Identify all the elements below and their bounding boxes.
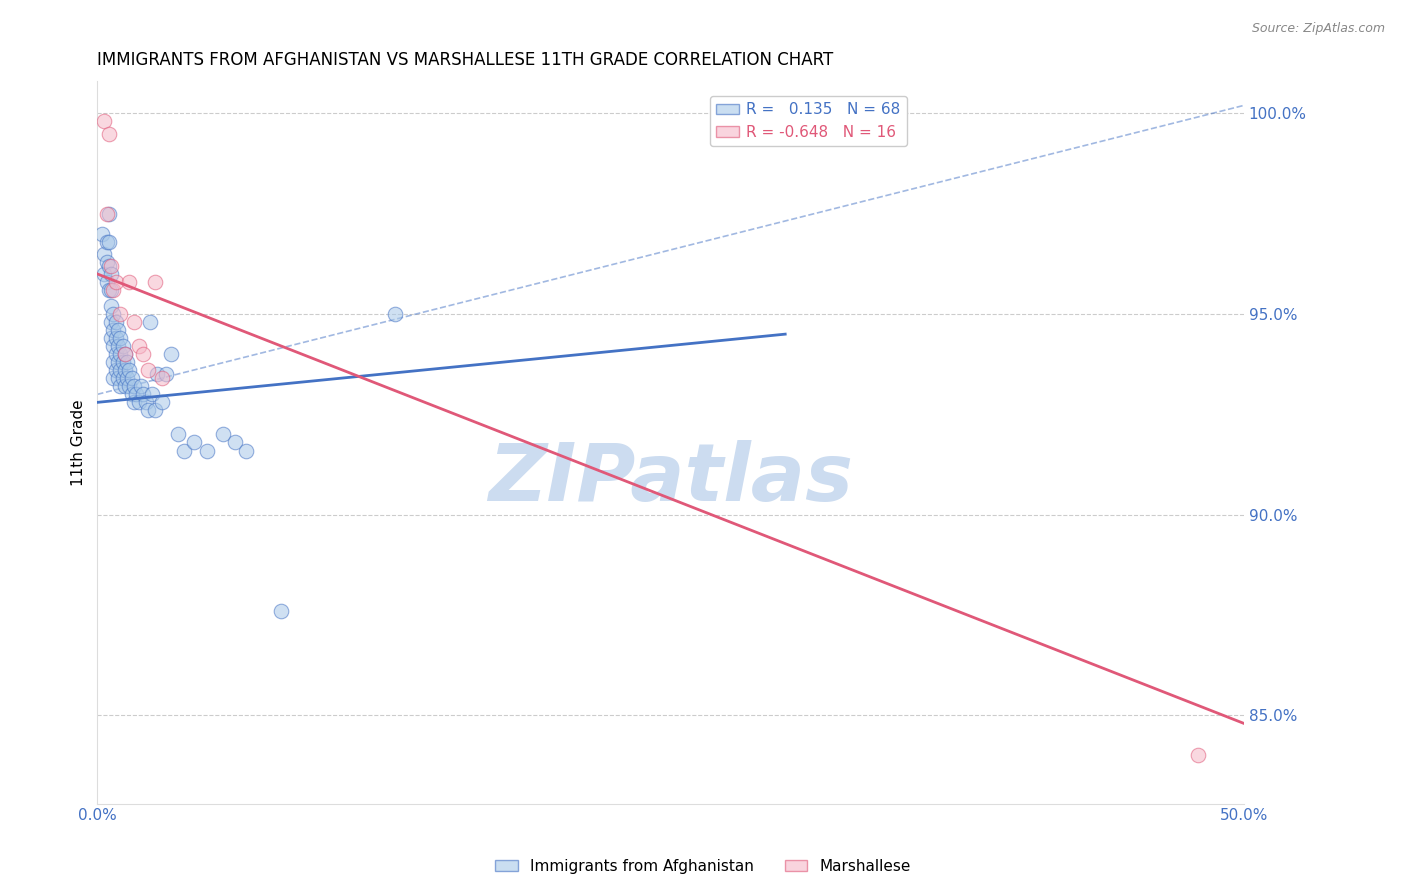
Point: [114, 347, 136, 361]
Point: [118, 275, 141, 289]
Text: ZIPatlas: ZIPatlas: [488, 440, 853, 517]
Point: [114, 347, 136, 361]
Point: [103, 355, 125, 369]
Point: [139, 315, 162, 329]
Point: [150, 395, 173, 409]
Point: [183, 435, 205, 450]
Point: [110, 347, 132, 361]
Point: [118, 379, 141, 393]
Point: [270, 604, 292, 618]
Point: [100, 267, 122, 281]
Point: [155, 368, 177, 382]
Point: [143, 275, 166, 289]
Point: [115, 355, 138, 369]
Point: [146, 368, 169, 382]
Point: [93, 247, 115, 261]
Text: IMMIGRANTS FROM AFGHANISTAN VS MARSHALLESE 11TH GRADE CORRELATION CHART: IMMIGRANTS FROM AFGHANISTAN VS MARSHALLE…: [97, 51, 834, 69]
Point: [150, 371, 173, 385]
Point: [136, 403, 159, 417]
Point: [111, 339, 134, 353]
Point: [132, 347, 155, 361]
Point: [122, 315, 145, 329]
Point: [143, 403, 166, 417]
Legend: Immigrants from Afghanistan, Marshallese: Immigrants from Afghanistan, Marshallese: [489, 853, 917, 880]
Point: [103, 339, 125, 353]
Point: [107, 339, 129, 353]
Point: [97, 283, 120, 297]
Point: [91, 227, 114, 241]
Point: [96, 275, 118, 289]
Point: [96, 207, 118, 221]
Point: [114, 379, 136, 393]
Point: [132, 387, 155, 401]
Point: [103, 283, 125, 297]
Point: [104, 275, 127, 289]
Point: [115, 371, 138, 385]
Point: [173, 443, 195, 458]
Point: [122, 379, 145, 393]
Point: [122, 395, 145, 409]
Point: [100, 283, 122, 297]
Point: [129, 379, 152, 393]
Point: [128, 395, 150, 409]
Point: [212, 427, 235, 442]
Point: [107, 355, 129, 369]
Point: [235, 443, 257, 458]
Point: [1187, 748, 1209, 763]
Point: [107, 371, 129, 385]
Point: [197, 443, 219, 458]
Point: [93, 114, 115, 128]
Text: Source: ZipAtlas.com: Source: ZipAtlas.com: [1251, 22, 1385, 36]
Point: [141, 387, 163, 401]
Point: [134, 395, 156, 409]
Point: [111, 355, 134, 369]
Point: [104, 315, 127, 329]
Point: [93, 267, 115, 281]
Point: [114, 363, 136, 377]
Point: [128, 339, 150, 353]
Point: [100, 259, 122, 273]
Point: [100, 299, 122, 313]
Y-axis label: 11th Grade: 11th Grade: [72, 400, 86, 486]
Point: [121, 371, 143, 385]
Point: [110, 307, 132, 321]
Point: [110, 331, 132, 345]
Point: [384, 307, 406, 321]
Point: [103, 371, 125, 385]
Point: [111, 371, 134, 385]
Point: [97, 235, 120, 249]
Point: [118, 363, 141, 377]
Point: [103, 323, 125, 337]
Point: [97, 259, 120, 273]
Point: [110, 379, 132, 393]
Point: [107, 323, 129, 337]
Point: [166, 427, 188, 442]
Point: [104, 331, 127, 345]
Point: [104, 347, 127, 361]
Point: [100, 331, 122, 345]
Point: [97, 207, 120, 221]
Point: [96, 255, 118, 269]
Legend: R =   0.135   N = 68, R = -0.648   N = 16: R = 0.135 N = 68, R = -0.648 N = 16: [710, 96, 907, 146]
Point: [97, 127, 120, 141]
Point: [224, 435, 246, 450]
Point: [110, 363, 132, 377]
Point: [96, 235, 118, 249]
Point: [121, 387, 143, 401]
Point: [100, 315, 122, 329]
Point: [159, 347, 181, 361]
Point: [136, 363, 159, 377]
Point: [125, 387, 148, 401]
Point: [103, 307, 125, 321]
Point: [104, 363, 127, 377]
